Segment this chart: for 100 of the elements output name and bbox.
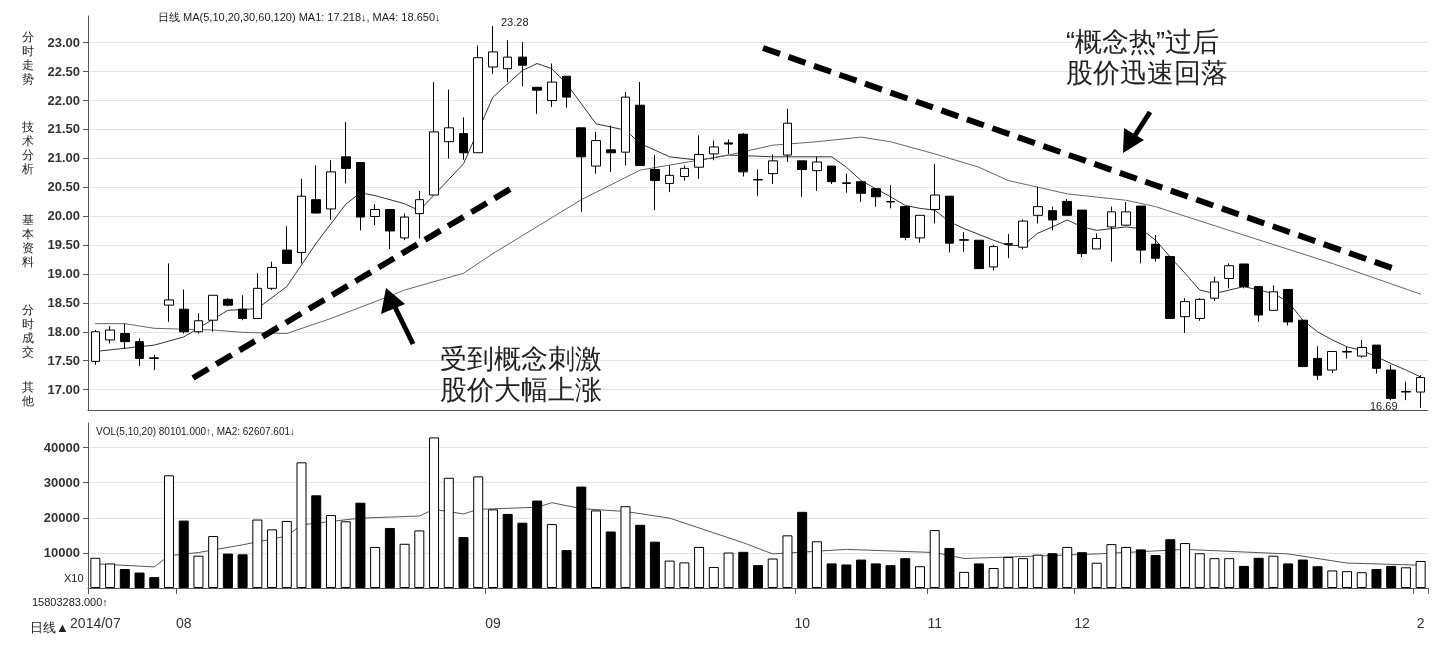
y-tick-label: 19.50: [47, 237, 80, 253]
candlestick: [135, 337, 144, 367]
candlestick: [149, 354, 159, 371]
candlestick: [1092, 232, 1101, 250]
candlestick: [400, 213, 409, 241]
candlestick: [518, 41, 527, 87]
x-tick-label: 2014/07: [70, 615, 121, 631]
bar: [296, 462, 307, 588]
candlestick: [783, 108, 792, 163]
bar: [1003, 557, 1014, 588]
bar: [311, 495, 322, 588]
bar: [841, 564, 852, 588]
bar: [1165, 539, 1176, 588]
bar: [1047, 553, 1058, 588]
candlestick: [635, 81, 645, 166]
candlestick: [606, 125, 616, 173]
bar: [163, 475, 174, 588]
bar: [1238, 565, 1249, 588]
candlestick: [1018, 218, 1028, 250]
candlestick: [886, 184, 895, 209]
bar: [1415, 560, 1426, 588]
y-tick-label: 20.00: [47, 208, 80, 224]
text: 分时走势: [22, 30, 34, 86]
bar: [635, 524, 646, 588]
candlestick: [1165, 255, 1175, 319]
bar: [900, 558, 911, 588]
bar: [1371, 569, 1382, 588]
x-tick-label: 09: [485, 615, 501, 631]
bar: [1076, 552, 1087, 588]
text: 15803283.000↑: [32, 596, 108, 609]
bar: [1150, 555, 1161, 588]
bar: [576, 486, 587, 588]
y-tick-label: 17.00: [47, 382, 80, 398]
bar: [370, 546, 381, 588]
bar: [959, 571, 970, 588]
bar: [1283, 563, 1294, 588]
candlestick: [768, 153, 778, 185]
bar: [532, 500, 543, 588]
bar: [679, 562, 690, 588]
bar: [664, 560, 675, 588]
candlestick: [297, 178, 306, 264]
bar: [443, 477, 454, 588]
candlestick: [223, 297, 233, 307]
bar: [193, 555, 204, 588]
candlestick: [1210, 276, 1219, 302]
bar: [340, 521, 351, 588]
candlestick: [503, 39, 512, 83]
candlestick: [1136, 205, 1146, 264]
x-tick-label: 08: [175, 615, 192, 631]
bar: [178, 520, 189, 588]
bar: [561, 550, 572, 588]
bar: [1209, 558, 1220, 588]
y-tick-label: 19.00: [47, 266, 80, 282]
bar: [856, 559, 867, 588]
y-tick-label: 17.50: [47, 353, 80, 369]
candlestick: [900, 206, 910, 241]
bar: [1386, 565, 1397, 588]
y-tick-label: 21.50: [47, 121, 80, 137]
candlestick: [1298, 319, 1308, 368]
text: X10: [64, 572, 84, 585]
bar: [1135, 549, 1146, 588]
candlestick: [1372, 344, 1381, 374]
y-tick-label: 40000: [43, 440, 80, 456]
y-tick-label: 23.00: [47, 34, 80, 50]
bar: [723, 552, 734, 588]
candlestick: [1269, 284, 1278, 311]
candlestick: [208, 294, 218, 333]
bar: [738, 551, 749, 588]
text: 基本资料: [22, 213, 34, 269]
candlestick: [650, 154, 660, 211]
x-tick-label: 12: [1074, 615, 1090, 631]
text: 分时成交: [22, 303, 34, 359]
candlestick: [385, 209, 395, 250]
bar: [1297, 559, 1308, 588]
candlestick: [179, 288, 189, 335]
annotation: 日线 MA(5,10,20,30,60,120) MA1: 17.218↓, MA4: 18.650↓: [158, 11, 441, 24]
bar: [355, 502, 366, 588]
candlestick: [1062, 198, 1072, 216]
bar: [914, 566, 925, 588]
candlestick: [1342, 346, 1352, 359]
bar: [885, 565, 896, 588]
annotation: 23.28: [501, 16, 529, 29]
bar: [458, 537, 469, 588]
candlestick: [311, 164, 321, 215]
bar: [1312, 566, 1323, 588]
text: 技术分析: [21, 120, 34, 176]
candlestick: [812, 156, 822, 192]
bar: [1356, 572, 1367, 588]
candlestick: [1239, 263, 1249, 289]
bar: [1018, 558, 1029, 588]
bar: [1327, 570, 1338, 588]
y-tick-label: 22.00: [47, 92, 80, 108]
y-tick-label: 20000: [43, 510, 80, 526]
bar: [487, 509, 498, 588]
candlestick: [1327, 350, 1337, 374]
candlestick: [1004, 233, 1013, 259]
text: 其他: [22, 380, 34, 408]
bar: [605, 531, 616, 588]
bar: [1062, 546, 1073, 588]
candlestick: [459, 116, 468, 161]
